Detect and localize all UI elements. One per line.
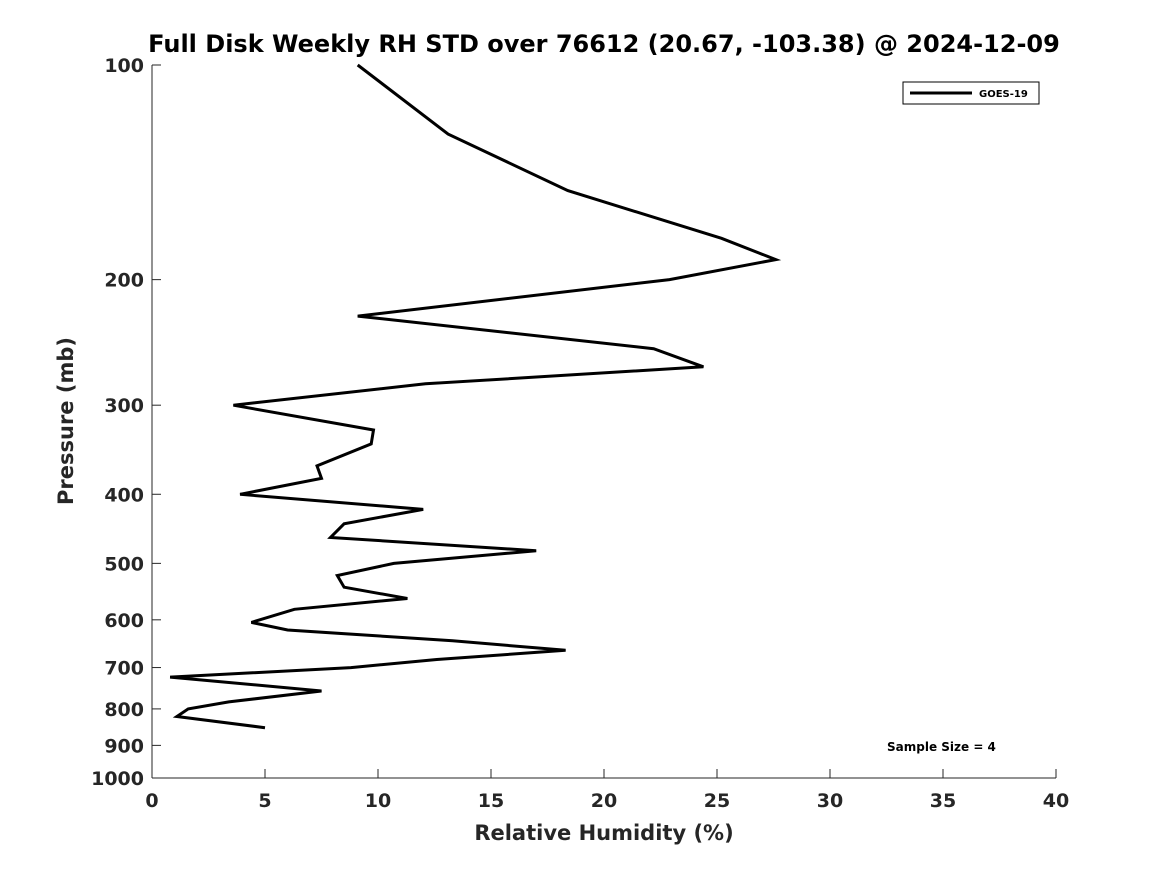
x-tick-label: 5 bbox=[258, 790, 271, 812]
y-tick-label: 1000 bbox=[91, 768, 144, 790]
chart-title: Full Disk Weekly RH STD over 76612 (20.6… bbox=[148, 30, 1060, 58]
x-tick-label: 10 bbox=[365, 790, 391, 812]
series-line-goes-19 bbox=[169, 63, 782, 730]
legend: GOES-19 bbox=[902, 81, 1040, 105]
y-tick-label: 600 bbox=[104, 610, 144, 632]
x-axis-ticks: 0 5 10 15 20 25 30 35 40 bbox=[145, 769, 1069, 812]
x-tick-label: 25 bbox=[704, 790, 730, 812]
x-tick-label: 0 bbox=[145, 790, 158, 812]
y-axis-label: Pressure (mb) bbox=[54, 337, 78, 505]
x-tick-label: 40 bbox=[1043, 790, 1069, 812]
x-axis-label: Relative Humidity (%) bbox=[474, 821, 733, 845]
x-tick-label: 15 bbox=[478, 790, 504, 812]
y-tick-label: 700 bbox=[104, 658, 144, 680]
legend-entry-goes-19: GOES-19 bbox=[979, 89, 1028, 100]
y-tick-label: 500 bbox=[104, 553, 144, 575]
y-tick-label: 400 bbox=[104, 484, 144, 506]
y-tick-label: 100 bbox=[104, 55, 144, 77]
series-points bbox=[169, 64, 776, 728]
sample-size-annotation: Sample Size = 4 bbox=[887, 740, 996, 754]
y-tick-label: 900 bbox=[104, 735, 144, 757]
y-tick-label: 200 bbox=[104, 270, 144, 292]
x-tick-label: 35 bbox=[930, 790, 956, 812]
y-tick-label: 800 bbox=[104, 699, 144, 721]
y-tick-label: 300 bbox=[104, 395, 144, 417]
y-axis-ticks: 100 200 300 400 500 600 700 800 900 1000 bbox=[91, 55, 161, 790]
x-tick-label: 30 bbox=[817, 790, 843, 812]
x-tick-label: 20 bbox=[591, 790, 617, 812]
